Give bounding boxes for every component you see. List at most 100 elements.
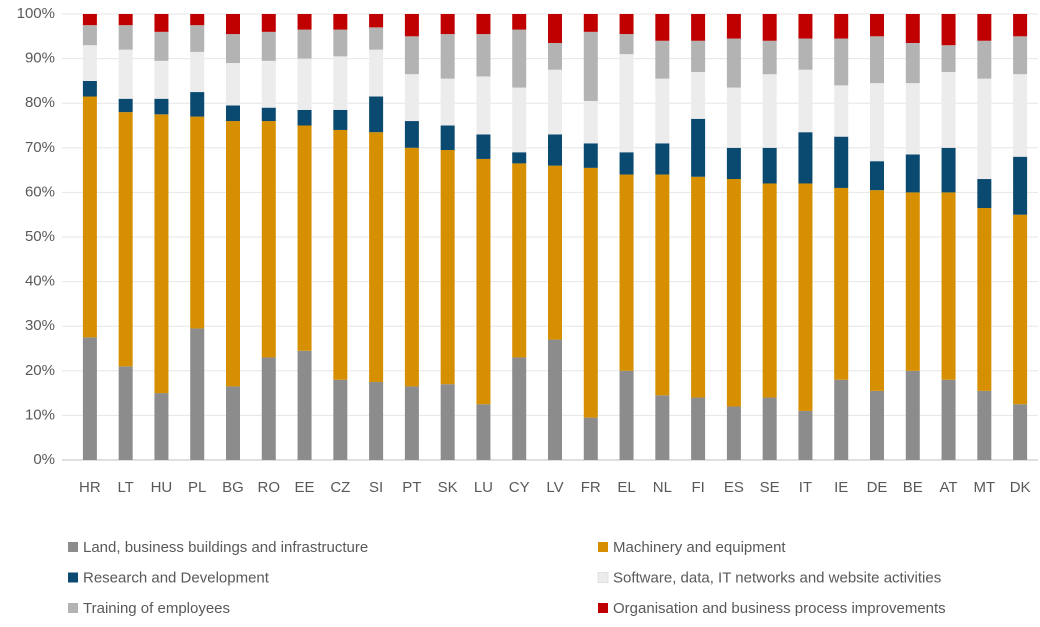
bar-segment [154,114,169,394]
bar-segment [154,14,169,32]
y-tick-label: 70% [25,139,55,156]
bar-segment [870,14,884,37]
bar-segment [655,143,670,175]
bar-segment [82,80,97,97]
legend-label: Organisation and business process improv… [613,600,946,617]
bar-segment [583,100,598,144]
x-tick-label: CZ [330,479,350,496]
x-tick-label: PL [188,479,206,496]
bar-segment [619,152,634,175]
bar-segment [870,83,884,162]
x-tick-label: IT [799,479,812,496]
bar-segment [1013,74,1028,157]
bar-segment [691,40,706,72]
bar-segment [655,174,670,396]
bar-segment [297,350,312,460]
bar-segment [798,38,813,70]
bar-segment [82,14,97,26]
bar-segment [548,14,562,43]
bar-segment [798,14,813,39]
bar-segment [154,60,169,99]
x-tick-label: ES [724,479,744,496]
bar-segment [297,125,312,351]
x-tick-label: LU [474,479,493,496]
bar-segment [905,370,920,460]
bar-segment [834,38,849,86]
bar-segment [655,14,670,41]
y-tick-label: 30% [25,317,55,334]
bar-segment [1013,214,1028,405]
bar-segment [226,105,240,122]
bar-segment [762,397,777,460]
x-tick-label: AT [940,479,958,496]
bar-segment [190,116,205,329]
bar-segment [870,190,884,391]
legend-label: Research and Development [83,569,270,586]
bar-segment [655,395,670,460]
bar-segment [226,121,240,387]
bar-segment [655,40,670,79]
bar-segment [118,366,133,460]
x-tick-label: IE [834,479,848,496]
bar-segment [261,31,276,61]
bar-segment [226,34,240,64]
bar-segment [369,96,384,133]
bar-segment [941,379,956,460]
bar-segment [82,96,97,338]
bar-segment [440,34,455,79]
bar-segment [512,87,527,153]
bar-segment [691,397,706,460]
bar-segment [476,14,491,35]
bar-segment [333,129,348,380]
bar-segment [762,183,777,398]
bar-segment [905,83,920,155]
bar-segment [82,45,97,81]
legend-swatch [598,542,608,552]
bar-segment [762,74,777,148]
bar-segment [619,34,634,55]
bar-segment [512,14,527,30]
bar-segment [977,179,992,209]
bar-segment [440,78,455,126]
bar-segment [154,31,169,61]
bar-segment [476,34,491,77]
x-tick-label: LV [546,479,563,496]
bar-segment [941,71,956,148]
bar-segment [118,25,133,50]
bar-segment [190,14,205,26]
bar-segment [548,339,562,460]
bar-segment [1013,404,1028,460]
y-tick-label: 100% [17,5,55,22]
bar-segment [226,63,240,106]
bar-segment [762,147,777,184]
y-tick-label: 20% [25,362,55,379]
bar-segment [297,14,312,30]
bar-segment [154,393,169,460]
bar-segment [834,14,849,39]
bar-segment [512,152,527,164]
bar-segment [512,357,527,460]
x-tick-label: DK [1010,479,1031,496]
bar-segment [190,51,205,93]
bar-segment [190,328,205,460]
bar-segment [333,109,348,130]
bar-segment [476,158,491,405]
bar-segment [404,14,419,37]
bar-segment [226,14,240,35]
x-tick-label: SI [369,479,383,496]
legend-swatch [598,603,608,613]
bar-segment [798,183,813,411]
bar-segment [118,112,133,367]
bar-segment [476,404,491,460]
bar-segment [691,71,706,119]
bar-segment [404,147,419,387]
x-tick-label: DE [867,479,888,496]
bar-segment [834,187,849,380]
bar-segment [82,25,97,46]
bar-segment [619,370,634,460]
bar-segment [226,386,240,460]
bar-segment [261,14,276,32]
bar-segment [118,14,133,26]
bar-segment [583,14,598,32]
